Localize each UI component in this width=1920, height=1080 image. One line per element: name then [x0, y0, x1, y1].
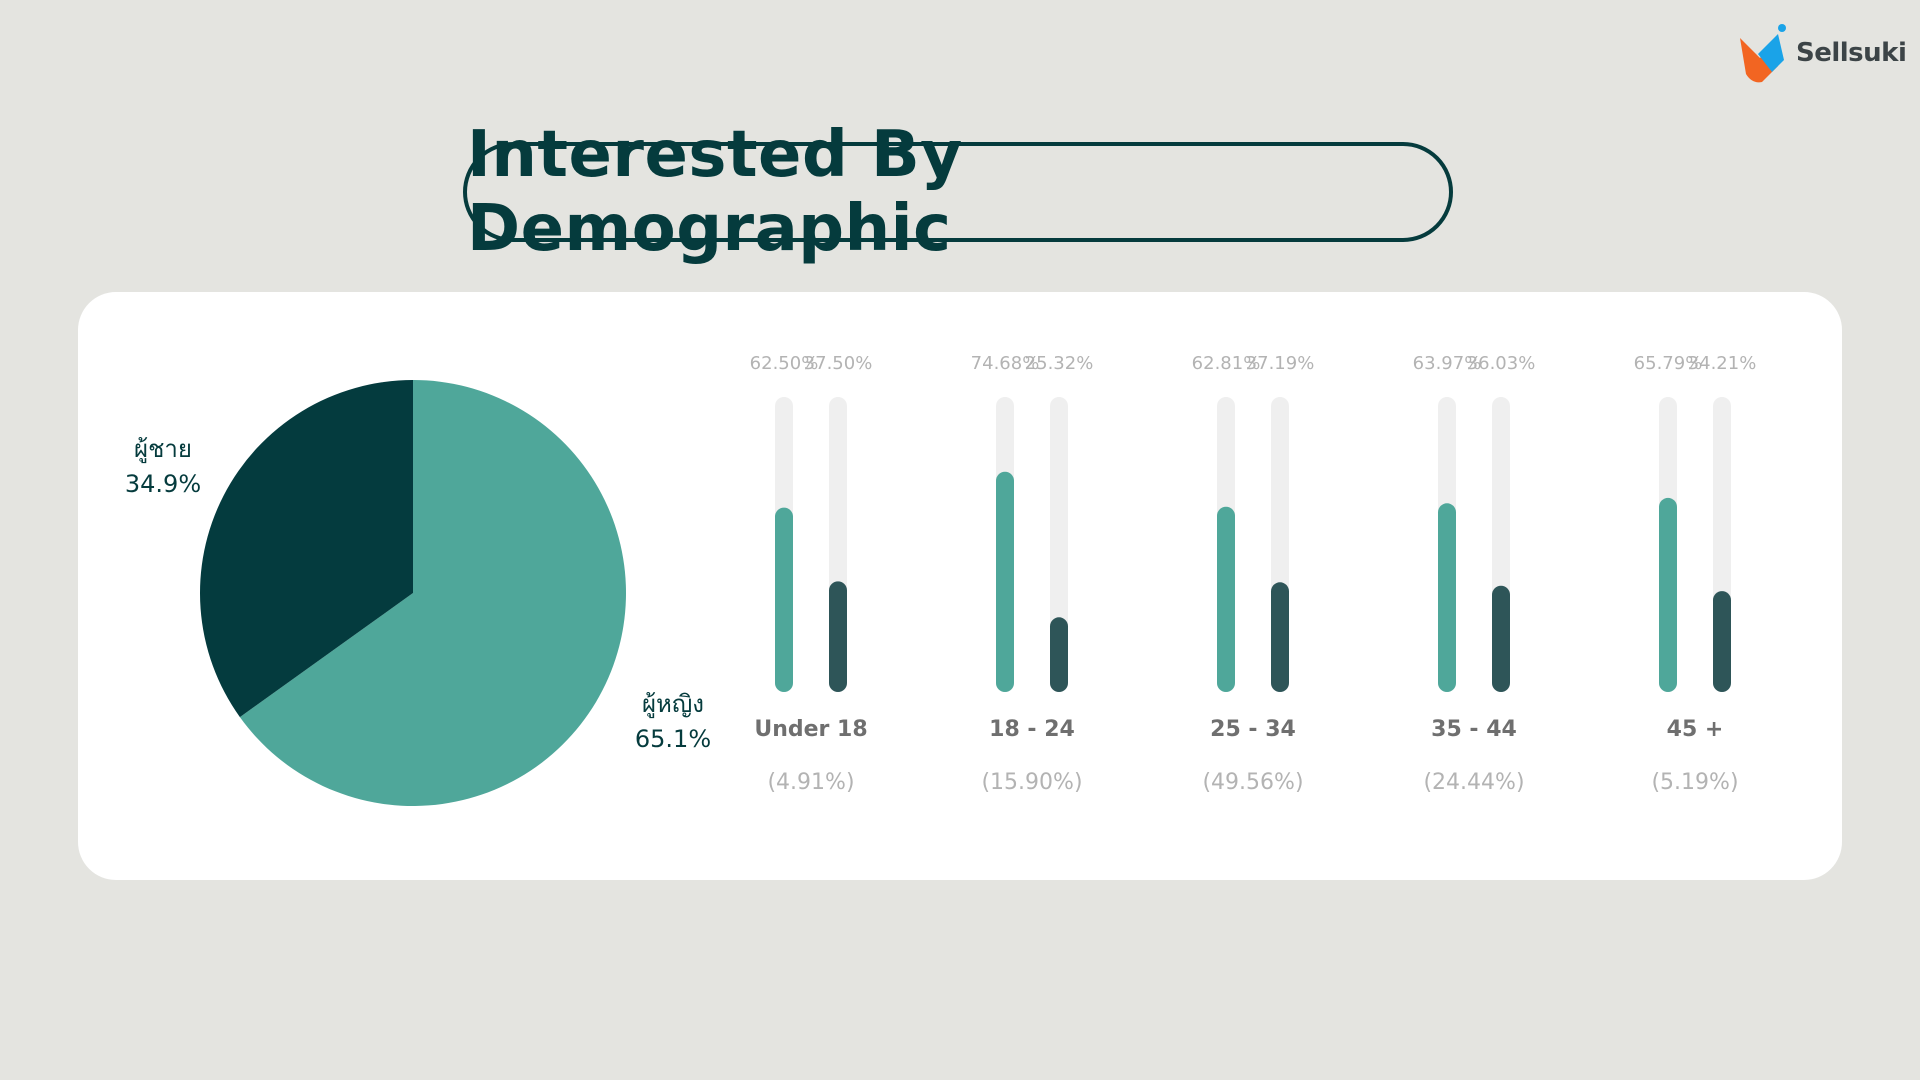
bar-value-label-male: 25.32%	[1025, 353, 1094, 374]
age-group-share: (49.56%)	[1202, 770, 1303, 795]
sellsuki-logo-icon	[1740, 24, 1786, 83]
female-label-value: 65.1%	[634, 725, 712, 753]
bar-male	[1713, 591, 1731, 692]
male-label: ผู้ชาย 34.9%	[103, 432, 223, 502]
bar-female	[1659, 497, 1677, 692]
age-group-label: Under 18	[754, 717, 867, 742]
bar-value-label-female: 65.79%	[1634, 353, 1703, 374]
pie-slice-female	[239, 380, 626, 806]
pie-slice-male	[199, 380, 413, 718]
demographic-card: ผู้ชาย 34.9% ผู้หญิง 65.1% 62.50% 37.50% U…	[78, 292, 1842, 880]
title-pill: Interested By Demographic	[463, 118, 1453, 266]
bar-value-label-female: 63.97%	[1413, 353, 1482, 374]
bar-track	[1050, 397, 1068, 692]
age-group-share: (24.44%)	[1423, 770, 1524, 795]
female-label: ผู้หญิง 65.1%	[608, 687, 738, 757]
bar-value-label-male: 34.21%	[1688, 353, 1757, 374]
age-group-share: (5.19%)	[1651, 770, 1738, 795]
bar-female	[775, 507, 793, 692]
female-label-name: ผู้หญิง	[641, 690, 705, 718]
bar-value-label-female: 62.81%	[1192, 353, 1261, 374]
age-group-share: (4.91%)	[767, 770, 854, 795]
bar-male	[1492, 585, 1510, 692]
bar-male	[829, 581, 847, 692]
bar-female	[1217, 506, 1235, 692]
bar-female	[996, 471, 1014, 692]
bar-male	[1050, 617, 1068, 692]
sellsuki-logo: Sellsuki	[1738, 22, 1907, 86]
bar-value-label-male: 37.19%	[1246, 353, 1315, 374]
age-group-label: 25 - 34	[1210, 717, 1296, 742]
bar-female	[1438, 503, 1456, 692]
bar-value-label-female: 74.68%	[971, 353, 1040, 374]
bar-value-label-female: 62.50%	[750, 353, 819, 374]
age-group-label: 45 +	[1667, 717, 1724, 742]
male-label-value: 34.9%	[124, 470, 202, 498]
bar-value-label-male: 37.50%	[804, 353, 873, 374]
age-group-label: 35 - 44	[1431, 717, 1517, 742]
age-group-share: (15.90%)	[981, 770, 1082, 795]
age-group-label: 18 - 24	[989, 717, 1075, 742]
gender-pie-chart	[199, 380, 626, 806]
bar-male	[1271, 582, 1289, 692]
brand-name: Sellsuki	[1796, 38, 1907, 68]
page-title: Interested By Demographic	[467, 118, 963, 266]
age-gender-bar-chart: 62.50%37.50% Under 18 (4.91%) 74.68%25.32% 1…	[750, 353, 1757, 795]
male-label-name: ผู้ชาย	[134, 435, 192, 463]
bar-value-label-male: 36.03%	[1467, 353, 1536, 374]
